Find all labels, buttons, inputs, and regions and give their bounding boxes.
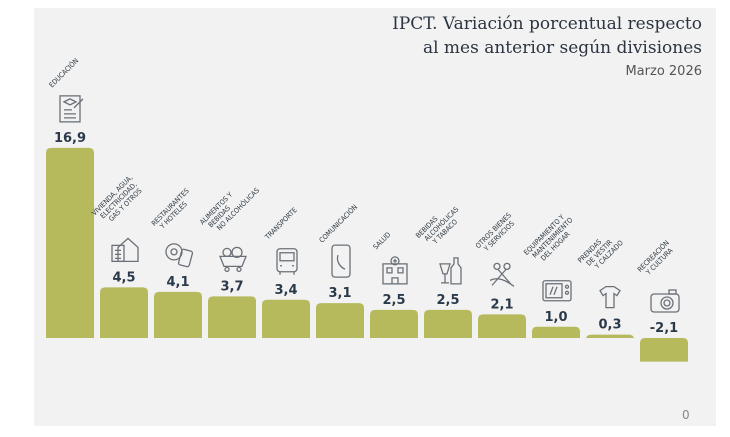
bar bbox=[316, 303, 364, 338]
value-label: 3,4 bbox=[274, 283, 297, 298]
value-label: 3,7 bbox=[220, 279, 243, 294]
bar bbox=[370, 309, 418, 338]
category-label: OTROS BIENESY SERVICIOS bbox=[474, 211, 519, 256]
bar bbox=[262, 299, 310, 338]
bar bbox=[640, 338, 688, 362]
baseline-label: 0 bbox=[682, 408, 690, 422]
chart-title: IPCT. Variación porcentual respecto al m… bbox=[322, 12, 702, 60]
bar bbox=[208, 296, 256, 338]
category-label: VIVIENDA, AGUA,ELECTRICIDAD,GAS Y OTROS bbox=[90, 174, 145, 229]
value-label: 1,0 bbox=[544, 310, 567, 325]
bar bbox=[532, 326, 580, 338]
wine-bottle-icon bbox=[439, 257, 462, 285]
scissors-icon bbox=[489, 262, 515, 287]
chart-panel bbox=[34, 8, 716, 426]
bar bbox=[478, 314, 526, 338]
plate-luggage-icon bbox=[165, 243, 194, 268]
value-label: 4,1 bbox=[166, 275, 189, 290]
food-cart-icon bbox=[219, 246, 247, 273]
bar bbox=[154, 291, 202, 338]
microwave-icon bbox=[542, 280, 572, 302]
bar bbox=[424, 309, 472, 338]
value-label: -2,1 bbox=[650, 321, 678, 336]
camera-icon bbox=[650, 289, 680, 313]
value-label: 2,1 bbox=[490, 297, 513, 312]
title-line-1: IPCT. Variación porcentual respecto bbox=[392, 14, 702, 34]
value-label: 3,1 bbox=[328, 286, 351, 301]
bar bbox=[100, 287, 148, 338]
bar bbox=[46, 147, 94, 338]
category-label: EQUIPAMIENTO YMANTENIMIENTODEL HOGAR bbox=[522, 210, 580, 268]
value-label: 4,5 bbox=[112, 270, 135, 285]
category-label: PRENDASDE VESTIRY CALZADO bbox=[576, 228, 624, 276]
title-line-2: al mes anterior según divisiones bbox=[422, 38, 702, 58]
category-label: TRANSPORTE bbox=[263, 206, 299, 242]
value-label: 2,5 bbox=[382, 293, 405, 308]
value-label: 0,3 bbox=[598, 318, 621, 333]
chart-subtitle: Marzo 2026 bbox=[625, 64, 702, 79]
category-label: EDUCACIÓN bbox=[47, 56, 80, 89]
category-label: SALUD bbox=[372, 231, 393, 252]
category-label: COMUNICACIÓN bbox=[317, 202, 359, 244]
category-label: BEBIDASALCOHÓLICASY TABACO bbox=[414, 200, 466, 252]
bus-icon bbox=[276, 248, 298, 275]
bar bbox=[586, 334, 634, 340]
clothes-icon bbox=[599, 285, 621, 309]
category-label: RESTAURANTESY HOTELES bbox=[150, 187, 196, 233]
phone-icon bbox=[331, 244, 351, 278]
diploma-icon bbox=[59, 95, 84, 123]
category-label: RECREACIÓNY CULTURA bbox=[635, 238, 676, 279]
value-label: 2,5 bbox=[436, 293, 459, 308]
value-label: 16,9 bbox=[54, 131, 86, 146]
hospital-icon bbox=[382, 256, 408, 285]
category-label: ALIMENTOS YBEBIDASNO ALCOHÓLICAS bbox=[198, 175, 261, 238]
house-icon bbox=[111, 237, 139, 263]
